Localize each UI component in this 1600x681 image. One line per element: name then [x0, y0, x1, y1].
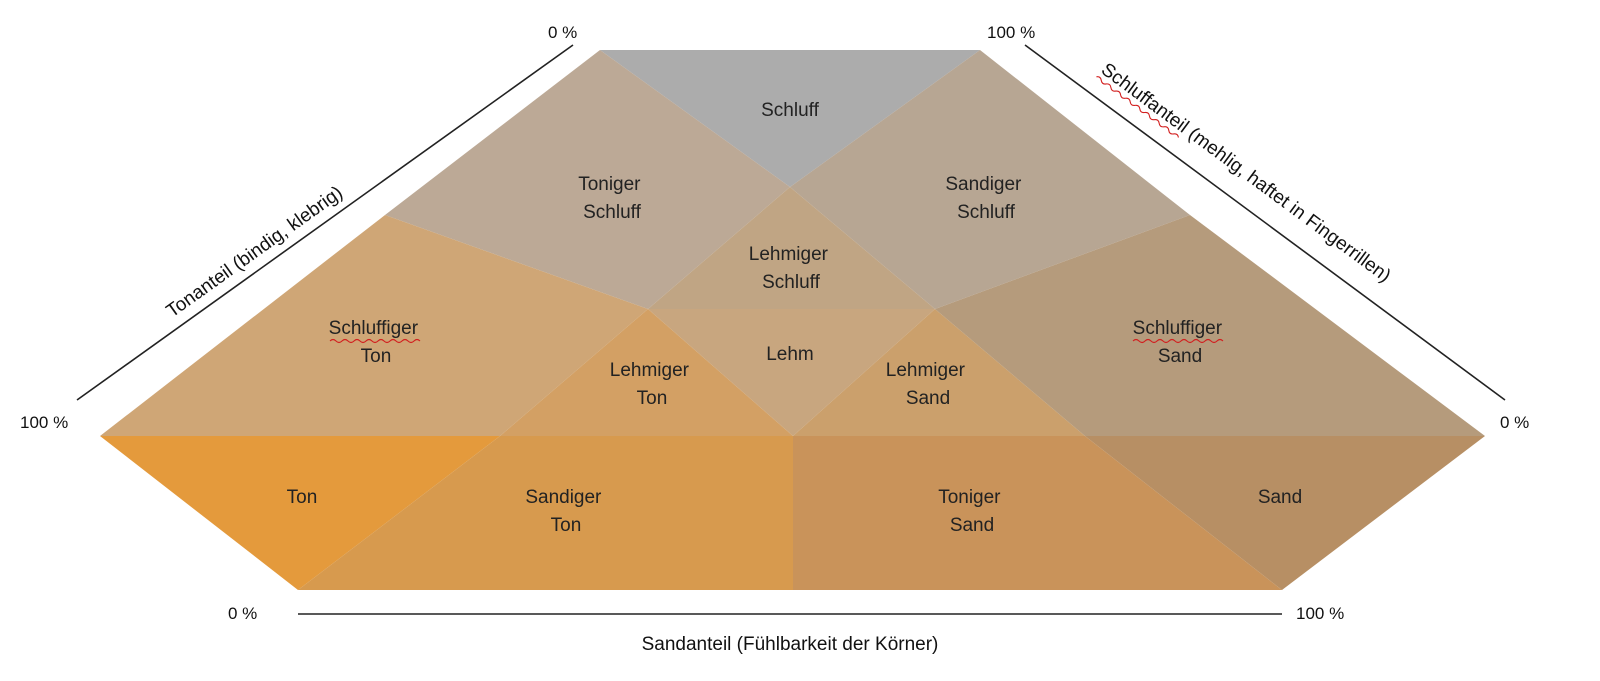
region-lehmiger-sand [793, 309, 1085, 436]
label-lehmiger-schluff: Lehmiger Schluff [749, 244, 834, 293]
schluff-axis-line [1024, 44, 1506, 401]
label-toniger-sand: Toniger Sand [938, 487, 1006, 536]
spellcheck-squiggle [329, 338, 421, 344]
ton-axis-line [76, 44, 574, 401]
region-sand [1085, 436, 1485, 590]
sand-axis-start-label: 0 % [228, 604, 257, 623]
region-schluffiger-ton [100, 215, 648, 436]
label-lehmiger-sand: Lehmiger Sand [886, 360, 971, 409]
region-toniger-sand [793, 436, 1282, 590]
label-sand: Sand [1258, 487, 1302, 508]
ton-axis-start-label: 0 % [548, 23, 577, 42]
schluff-axis-start-label: 100 % [987, 23, 1035, 42]
sand-axis-title: Sandanteil (Fühlbarkeit der Körner) [642, 634, 939, 655]
label-sandiger-schluff: Sandiger Schluff [945, 174, 1026, 223]
region-schluff [600, 50, 980, 187]
region-schluffiger-sand [935, 215, 1485, 436]
ton-axis-end-label: 100 % [20, 413, 68, 432]
label-lehm: Lehm [766, 344, 814, 365]
region-sandiger-schluff [790, 50, 1190, 309]
spellcheck-squiggle [1132, 338, 1224, 344]
region-toniger-schluff [385, 50, 790, 309]
region-ton [100, 436, 500, 590]
label-toniger-schluff: Toniger Schluff [578, 174, 646, 223]
region-lehm [648, 309, 935, 436]
label-schluff: Schluff [761, 100, 819, 121]
region-lehmiger-ton [500, 309, 793, 436]
label-sandiger-ton: Sandiger Ton [525, 487, 606, 536]
label-schluffiger-sand: Schluffiger Sand [1133, 318, 1228, 367]
sand-axis-end-label: 100 % [1296, 604, 1344, 623]
label-ton: Ton [287, 487, 318, 508]
schluff-axis-end-label: 0 % [1500, 413, 1529, 432]
region-sandiger-ton [298, 436, 793, 590]
label-schluffiger-ton: Schluffiger Ton [329, 318, 424, 367]
spellcheck-squiggle [1096, 76, 1179, 138]
label-lehmiger-ton: Lehmiger Ton [610, 360, 695, 409]
region-lehmiger-schluff [648, 187, 935, 309]
